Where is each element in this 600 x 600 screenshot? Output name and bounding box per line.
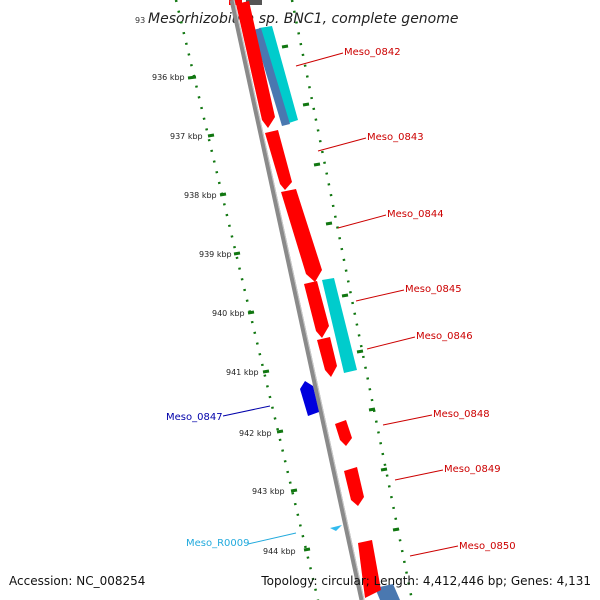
gene-feature-0849[interactable] bbox=[344, 467, 364, 506]
map-title-prefix: 93 bbox=[135, 16, 145, 25]
cyan-feature-0842[interactable] bbox=[259, 26, 298, 124]
gene-label-0846[interactable]: Meso_0846 bbox=[416, 331, 473, 342]
inner-guide-dots bbox=[174, 0, 320, 600]
tick-label: 942 kbp bbox=[239, 429, 272, 438]
gene-feature-0846[interactable] bbox=[317, 337, 337, 377]
genome-backbone bbox=[229, 0, 365, 600]
gene-label-0848[interactable]: Meso_0848 bbox=[433, 409, 490, 420]
gene-feature-0844[interactable] bbox=[281, 189, 322, 282]
rna-feature-r0009[interactable] bbox=[330, 525, 342, 531]
gene-feature-0850[interactable] bbox=[358, 540, 381, 598]
gene-label-0843[interactable]: Meso_0843 bbox=[367, 132, 424, 143]
gene-label-0842[interactable]: Meso_0842 bbox=[344, 47, 401, 58]
tick-label: 938 kbp bbox=[184, 191, 217, 200]
gene-label-r0009[interactable]: Meso_R0009 bbox=[186, 538, 250, 549]
gene-feature-0847[interactable] bbox=[300, 381, 319, 416]
tick-label: 941 kbp bbox=[226, 368, 259, 377]
tick-label: 940 kbp bbox=[212, 309, 245, 318]
tick-label: 936 kbp bbox=[152, 73, 185, 82]
tick-label: 944 kbp bbox=[263, 547, 296, 556]
gene-feature-partial[interactable] bbox=[229, 0, 242, 5]
gene-feature-0845[interactable] bbox=[304, 281, 329, 338]
gene-label-0845[interactable]: Meso_0845 bbox=[405, 284, 462, 295]
gene-feature-0842[interactable] bbox=[236, 1, 275, 128]
tick-label: 937 kbp bbox=[170, 132, 203, 141]
map-title: Mesorhizobium sp. BNC1, complete genome bbox=[148, 11, 459, 27]
gene-label-0850[interactable]: Meso_0850 bbox=[459, 541, 516, 552]
feature-partial[interactable] bbox=[246, 0, 262, 5]
accession-text: Accession: NC_008254 bbox=[9, 574, 146, 588]
label-connectors bbox=[222, 52, 459, 557]
gene-feature-0843[interactable] bbox=[265, 130, 292, 190]
outer-tick-marks bbox=[281, 44, 400, 532]
gene-label-0849[interactable]: Meso_0849 bbox=[444, 464, 501, 475]
tick-label: 943 kbp bbox=[252, 487, 285, 496]
steel-feature-0842[interactable] bbox=[253, 28, 290, 126]
gene-labels: Meso_0842 Meso_0843 Meso_0844 Meso_0845 … bbox=[166, 47, 516, 552]
gene-label-0844[interactable]: Meso_0844 bbox=[387, 209, 444, 220]
tick-label: 939 kbp bbox=[199, 250, 232, 259]
steel-feature-bottom[interactable] bbox=[375, 584, 400, 600]
genome-summary-text: Topology: circular; Length: 4,412,446 bp… bbox=[261, 574, 591, 588]
kbp-tick-labels: 936 kbp 937 kbp 938 kbp 939 kbp 940 kbp … bbox=[152, 73, 296, 556]
gene-feature-0848[interactable] bbox=[335, 420, 352, 446]
gene-label-0847[interactable]: Meso_0847 bbox=[166, 412, 223, 423]
inner-tick-marks bbox=[187, 75, 311, 552]
cyan-feature-0845[interactable] bbox=[322, 278, 357, 373]
